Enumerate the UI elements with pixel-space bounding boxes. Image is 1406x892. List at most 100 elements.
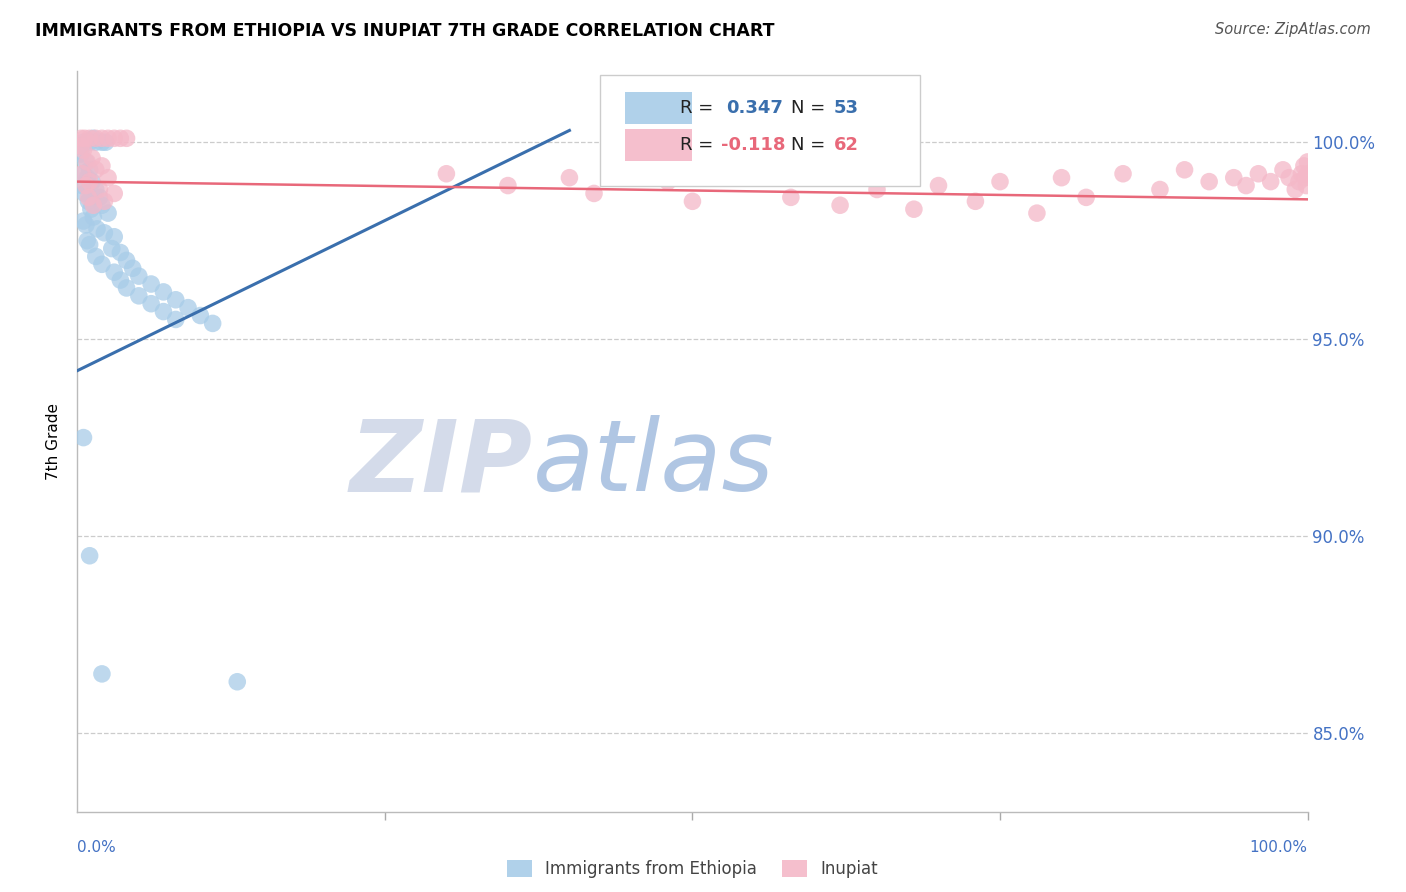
Y-axis label: 7th Grade: 7th Grade [46, 403, 62, 480]
Point [1294, 170, 1316, 185]
Text: -0.118: -0.118 [721, 136, 785, 154]
Point [1278, 170, 1301, 185]
Point [1050, 170, 1073, 185]
Point [69, 139, 91, 153]
Point [780, 190, 803, 204]
Point [75, 155, 97, 169]
Point [1026, 206, 1049, 220]
Point [75, 218, 97, 232]
Point [1076, 190, 1098, 204]
Point [82, 131, 104, 145]
Point [82, 175, 104, 189]
Point [177, 301, 200, 315]
Point [72, 431, 94, 445]
Point [90, 257, 114, 271]
Point [73, 131, 96, 145]
Text: N =: N = [792, 99, 831, 118]
Text: ZIP: ZIP [350, 416, 533, 512]
Point [80, 202, 103, 217]
Point [436, 167, 458, 181]
Text: 53: 53 [834, 99, 859, 118]
Point [86, 222, 108, 236]
Point [70, 131, 93, 145]
Point [84, 135, 107, 149]
Point [496, 178, 519, 193]
Point [830, 198, 852, 212]
Point [988, 175, 1011, 189]
Point [1288, 175, 1310, 189]
Point [79, 549, 101, 563]
Text: 100.0%: 100.0% [1250, 840, 1308, 855]
Point [128, 269, 150, 284]
Point [657, 175, 679, 189]
Legend: Immigrants from Ethiopia, Inupiat: Immigrants from Ethiopia, Inupiat [501, 854, 884, 885]
Point [1296, 155, 1319, 169]
Point [965, 194, 987, 209]
Point [70, 178, 93, 193]
Point [79, 162, 101, 177]
Point [70, 167, 93, 181]
Text: IMMIGRANTS FROM ETHIOPIA VS INUPIAT 7TH GRADE CORRELATION CHART: IMMIGRANTS FROM ETHIOPIA VS INUPIAT 7TH … [35, 22, 775, 40]
Point [72, 143, 94, 157]
Point [742, 170, 765, 185]
Point [1223, 170, 1246, 185]
Point [97, 131, 120, 145]
Point [115, 131, 138, 145]
Point [72, 214, 94, 228]
Point [84, 131, 107, 145]
Text: R =: R = [681, 99, 718, 118]
Point [93, 226, 115, 240]
Point [97, 170, 120, 185]
Point [1174, 162, 1197, 177]
Point [79, 175, 101, 189]
Point [90, 131, 114, 145]
Point [89, 182, 111, 196]
Point [89, 190, 111, 204]
Text: 0.0%: 0.0% [77, 840, 117, 855]
Point [583, 186, 606, 201]
Point [79, 237, 101, 252]
Point [165, 293, 187, 307]
Point [1292, 159, 1315, 173]
Point [115, 253, 138, 268]
Point [1284, 182, 1306, 196]
Point [84, 162, 107, 177]
Text: R =: R = [681, 136, 718, 154]
Point [128, 289, 150, 303]
Point [103, 186, 125, 201]
Point [141, 296, 163, 310]
Point [1112, 167, 1135, 181]
Point [90, 135, 114, 149]
Point [1260, 175, 1282, 189]
FancyBboxPatch shape [624, 129, 692, 161]
Point [90, 198, 114, 212]
Point [1272, 162, 1295, 177]
Point [93, 194, 115, 209]
Point [165, 312, 187, 326]
Point [110, 245, 132, 260]
Point [103, 265, 125, 279]
Point [141, 277, 163, 291]
Point [1234, 178, 1257, 193]
Point [84, 182, 107, 196]
Point [110, 131, 132, 145]
Point [1149, 182, 1171, 196]
Point [77, 194, 100, 209]
Point [1295, 178, 1317, 193]
Point [682, 194, 704, 209]
Point [103, 229, 125, 244]
Point [72, 135, 94, 149]
Point [101, 242, 124, 256]
FancyBboxPatch shape [600, 75, 920, 186]
Point [1291, 167, 1313, 181]
Point [76, 234, 98, 248]
Point [201, 317, 224, 331]
Point [121, 261, 143, 276]
Point [866, 182, 889, 196]
Point [70, 147, 93, 161]
FancyBboxPatch shape [624, 93, 692, 124]
Point [70, 139, 93, 153]
Point [928, 178, 950, 193]
Point [1198, 175, 1220, 189]
Point [152, 304, 174, 318]
